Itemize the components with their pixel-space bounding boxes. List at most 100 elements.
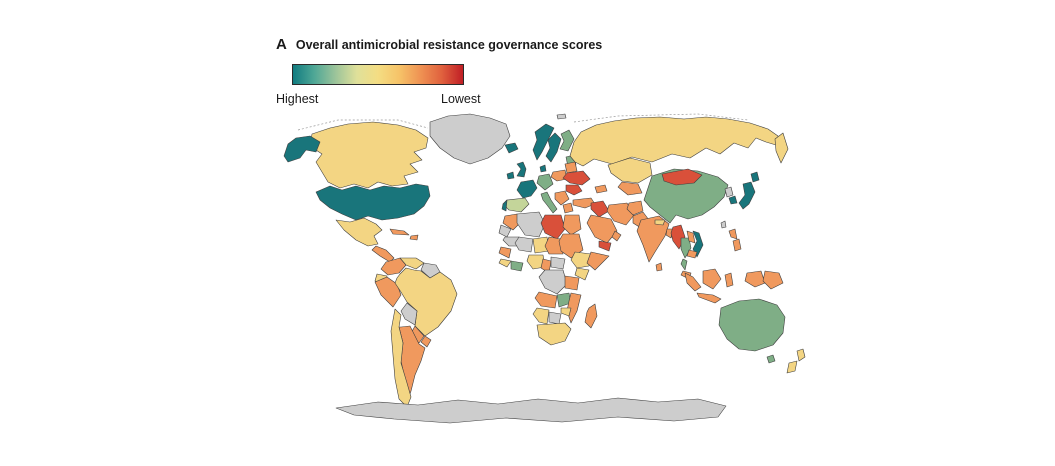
region-turkey: [572, 197, 596, 209]
region-belarus: [564, 161, 578, 174]
region-india: [636, 215, 670, 263]
region-afghanistan: [626, 200, 644, 216]
figure-title: Overall antimicrobial resistance governa…: [295, 38, 603, 52]
region-china: [643, 168, 729, 224]
region-antarctica: [335, 397, 727, 424]
region-italy: [540, 191, 558, 214]
region-libya: [540, 214, 566, 240]
region-sierra-leone: [498, 258, 512, 268]
region-egypt: [562, 214, 582, 236]
region-syria-iraq: [590, 200, 610, 218]
region-nigeria: [526, 254, 546, 270]
region-papua-new-guinea: [762, 270, 784, 290]
region-dr-congo: [538, 269, 568, 295]
region-mali: [514, 236, 534, 253]
region-bolivia: [400, 302, 418, 326]
region-uk: [516, 161, 527, 178]
world-map: [283, 113, 806, 424]
region-botswana: [548, 311, 562, 325]
region-tasmania: [766, 354, 776, 364]
region-south-korea: [728, 195, 738, 205]
region-java: [696, 292, 722, 304]
region-senegal: [498, 246, 512, 259]
region-germany: [536, 173, 554, 191]
legend-lowest-label: Lowest: [441, 92, 481, 106]
region-yemen: [598, 240, 612, 252]
region-vietnam: [692, 230, 704, 258]
region-philippines-south: [732, 238, 742, 252]
arctic-dashed-lines: [297, 113, 749, 131]
region-australia: [718, 298, 786, 352]
region-sri-lanka: [655, 262, 663, 272]
region-cambodia: [686, 249, 698, 259]
region-svalbard: [556, 113, 567, 120]
region-laos: [686, 230, 696, 244]
region-central-african-republic: [550, 256, 566, 270]
region-tanzania: [564, 275, 580, 291]
region-alaska: [283, 135, 321, 163]
region-mozambique: [566, 292, 582, 324]
region-usa: [315, 183, 431, 221]
region-uzbekistan-turkmenistan: [617, 181, 643, 196]
region-ukraine: [562, 170, 591, 186]
region-russia: [569, 116, 779, 167]
region-finland: [559, 129, 575, 152]
region-somalia: [586, 251, 610, 271]
region-canada: [309, 121, 429, 189]
region-sulawesi: [724, 272, 734, 288]
region-central-america: [371, 245, 395, 263]
region-greenland: [429, 113, 511, 165]
region-thai-peninsula: [680, 258, 688, 271]
region-sweden: [545, 132, 562, 163]
region-japan: [738, 181, 756, 210]
region-west-papua: [744, 270, 766, 288]
region-nepal: [654, 219, 666, 226]
region-romania: [565, 184, 583, 196]
color-scale-bar: [292, 64, 464, 85]
region-madagascar: [584, 303, 598, 329]
region-norway: [532, 123, 555, 161]
region-denmark: [539, 164, 547, 173]
region-new-zealand-south: [786, 360, 798, 374]
figure-header: A Overall antimicrobial resistance gover…: [276, 36, 602, 53]
region-algeria: [516, 211, 546, 238]
region-oman: [611, 230, 622, 242]
region-hokkaido: [750, 171, 760, 183]
region-ethiopia: [570, 251, 592, 269]
region-kenya: [574, 267, 590, 281]
region-morocco: [502, 213, 522, 231]
region-peru: [374, 276, 402, 308]
region-sumatra: [684, 272, 702, 292]
region-taiwan: [720, 220, 727, 229]
region-ireland: [506, 171, 515, 180]
region-mongolia: [661, 168, 703, 186]
region-france: [516, 179, 538, 199]
region-namibia: [532, 307, 550, 325]
region-zimbabwe: [560, 307, 572, 317]
region-kamchatka: [774, 132, 789, 164]
legend-highest-label: Highest: [276, 92, 319, 106]
region-greece: [562, 202, 574, 214]
region-borneo: [702, 268, 722, 290]
region-balkans: [554, 190, 570, 206]
region-south-africa: [536, 322, 572, 346]
region-angola: [534, 291, 558, 309]
region-iceland: [504, 142, 519, 154]
region-portugal: [501, 199, 508, 212]
region-bangladesh: [665, 228, 674, 239]
panel-label: A: [276, 36, 287, 53]
region-brazil: [394, 267, 458, 337]
region-mexico: [335, 217, 383, 247]
region-north-korea: [724, 186, 734, 198]
region-hispaniola: [409, 234, 419, 241]
region-cuba: [389, 228, 410, 236]
region-caucasus: [594, 184, 608, 194]
region-kazakhstan: [607, 157, 653, 184]
region-ghana-ivory-coast: [510, 260, 524, 272]
region-uruguay: [420, 335, 432, 348]
region-philippines-north: [728, 228, 738, 240]
region-chad: [544, 236, 564, 255]
region-venezuela: [399, 257, 425, 270]
region-chile: [390, 308, 412, 408]
